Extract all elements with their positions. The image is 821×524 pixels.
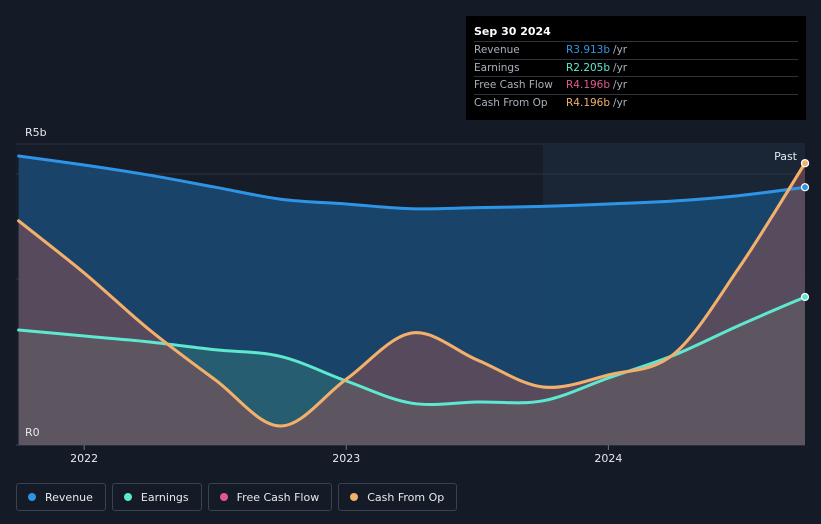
legend-dot-icon — [123, 493, 132, 501]
x-tick-label-2023: 2023 — [332, 452, 360, 465]
series-lines — [17, 154, 807, 428]
legend: Revenue Earnings Free Cash Flow Cash From O… — [16, 483, 458, 511]
tooltip-row-revenue: Revenue R3.913b/yr — [474, 41, 798, 59]
earnings-endpoint — [800, 292, 810, 302]
revenue-line — [17, 154, 807, 211]
legend-item-free-cash-flow[interactable]: Free Cash Flow — [207, 483, 333, 511]
tooltip-value-free-cash-flow: R4.196b — [566, 79, 611, 92]
tooltip-unit-free-cash-flow: /yr — [613, 79, 628, 92]
legend-item-earnings[interactable]: Earnings — [111, 483, 202, 511]
y-axis-bottom-label: R0 — [25, 426, 40, 439]
tooltip-row-cash-from-op: Cash From Op R4.196b/yr — [474, 93, 798, 112]
tooltip: Sep 30 2024 Revenue R3.913b/yr Earnings R2.… — [466, 16, 806, 120]
tooltip-value-cash-from-op: R4.196b — [566, 96, 611, 109]
revenue-area — [18, 156, 806, 445]
x-tick-label-2022: 2022 — [70, 452, 98, 465]
series-endpoints — [800, 159, 810, 302]
legend-label: Revenue — [45, 490, 93, 504]
legend-dot-icon — [350, 493, 359, 501]
tooltip-label-revenue: Revenue — [474, 44, 520, 57]
tooltip-unit-cash-from-op: /yr — [613, 96, 628, 109]
earnings-area — [18, 297, 806, 445]
tooltip-unit-earnings: /yr — [613, 61, 628, 74]
past-label: Past — [774, 150, 798, 163]
legend-label: Cash From Op — [367, 490, 445, 504]
y-axis-top-label: R5b — [25, 126, 47, 139]
tooltip-label-free-cash-flow: Free Cash Flow — [474, 79, 553, 92]
tooltip-row-free-cash-flow: Free Cash Flow R4.196b/yr — [474, 76, 798, 94]
tooltip-label-earnings: Earnings — [474, 61, 520, 74]
tooltip-date: Sep 30 2024 — [474, 25, 551, 38]
legend-dot-icon — [219, 493, 228, 501]
x-tick-label-2024: 2024 — [594, 452, 622, 465]
tooltip-label-cash-from-op: Cash From Op — [474, 96, 548, 109]
legend-label: Earnings — [140, 490, 189, 504]
legend-dot-icon — [28, 493, 36, 501]
tooltip-unit-revenue: /yr — [613, 44, 628, 57]
legend-item-cash-from-op[interactable]: Cash From Op — [338, 483, 458, 511]
legend-label: Free Cash Flow — [236, 490, 320, 504]
free-cash-flow-area — [18, 163, 806, 445]
cash-from-op-endpoint — [800, 159, 810, 168]
tooltip-row-earnings: Earnings R2.205b/yr — [474, 58, 798, 77]
legend-item-revenue[interactable]: Revenue — [16, 483, 106, 511]
cash-from-op-area — [18, 163, 806, 445]
tooltip-value-earnings: R2.205b — [566, 61, 611, 74]
x-axis-ticks: 2022 2023 2024 — [70, 445, 622, 465]
cash-from-op-line — [17, 161, 807, 428]
area-fills — [18, 156, 806, 445]
tooltip-value-revenue: R3.913b — [566, 44, 611, 57]
revenue-endpoint — [800, 183, 810, 192]
